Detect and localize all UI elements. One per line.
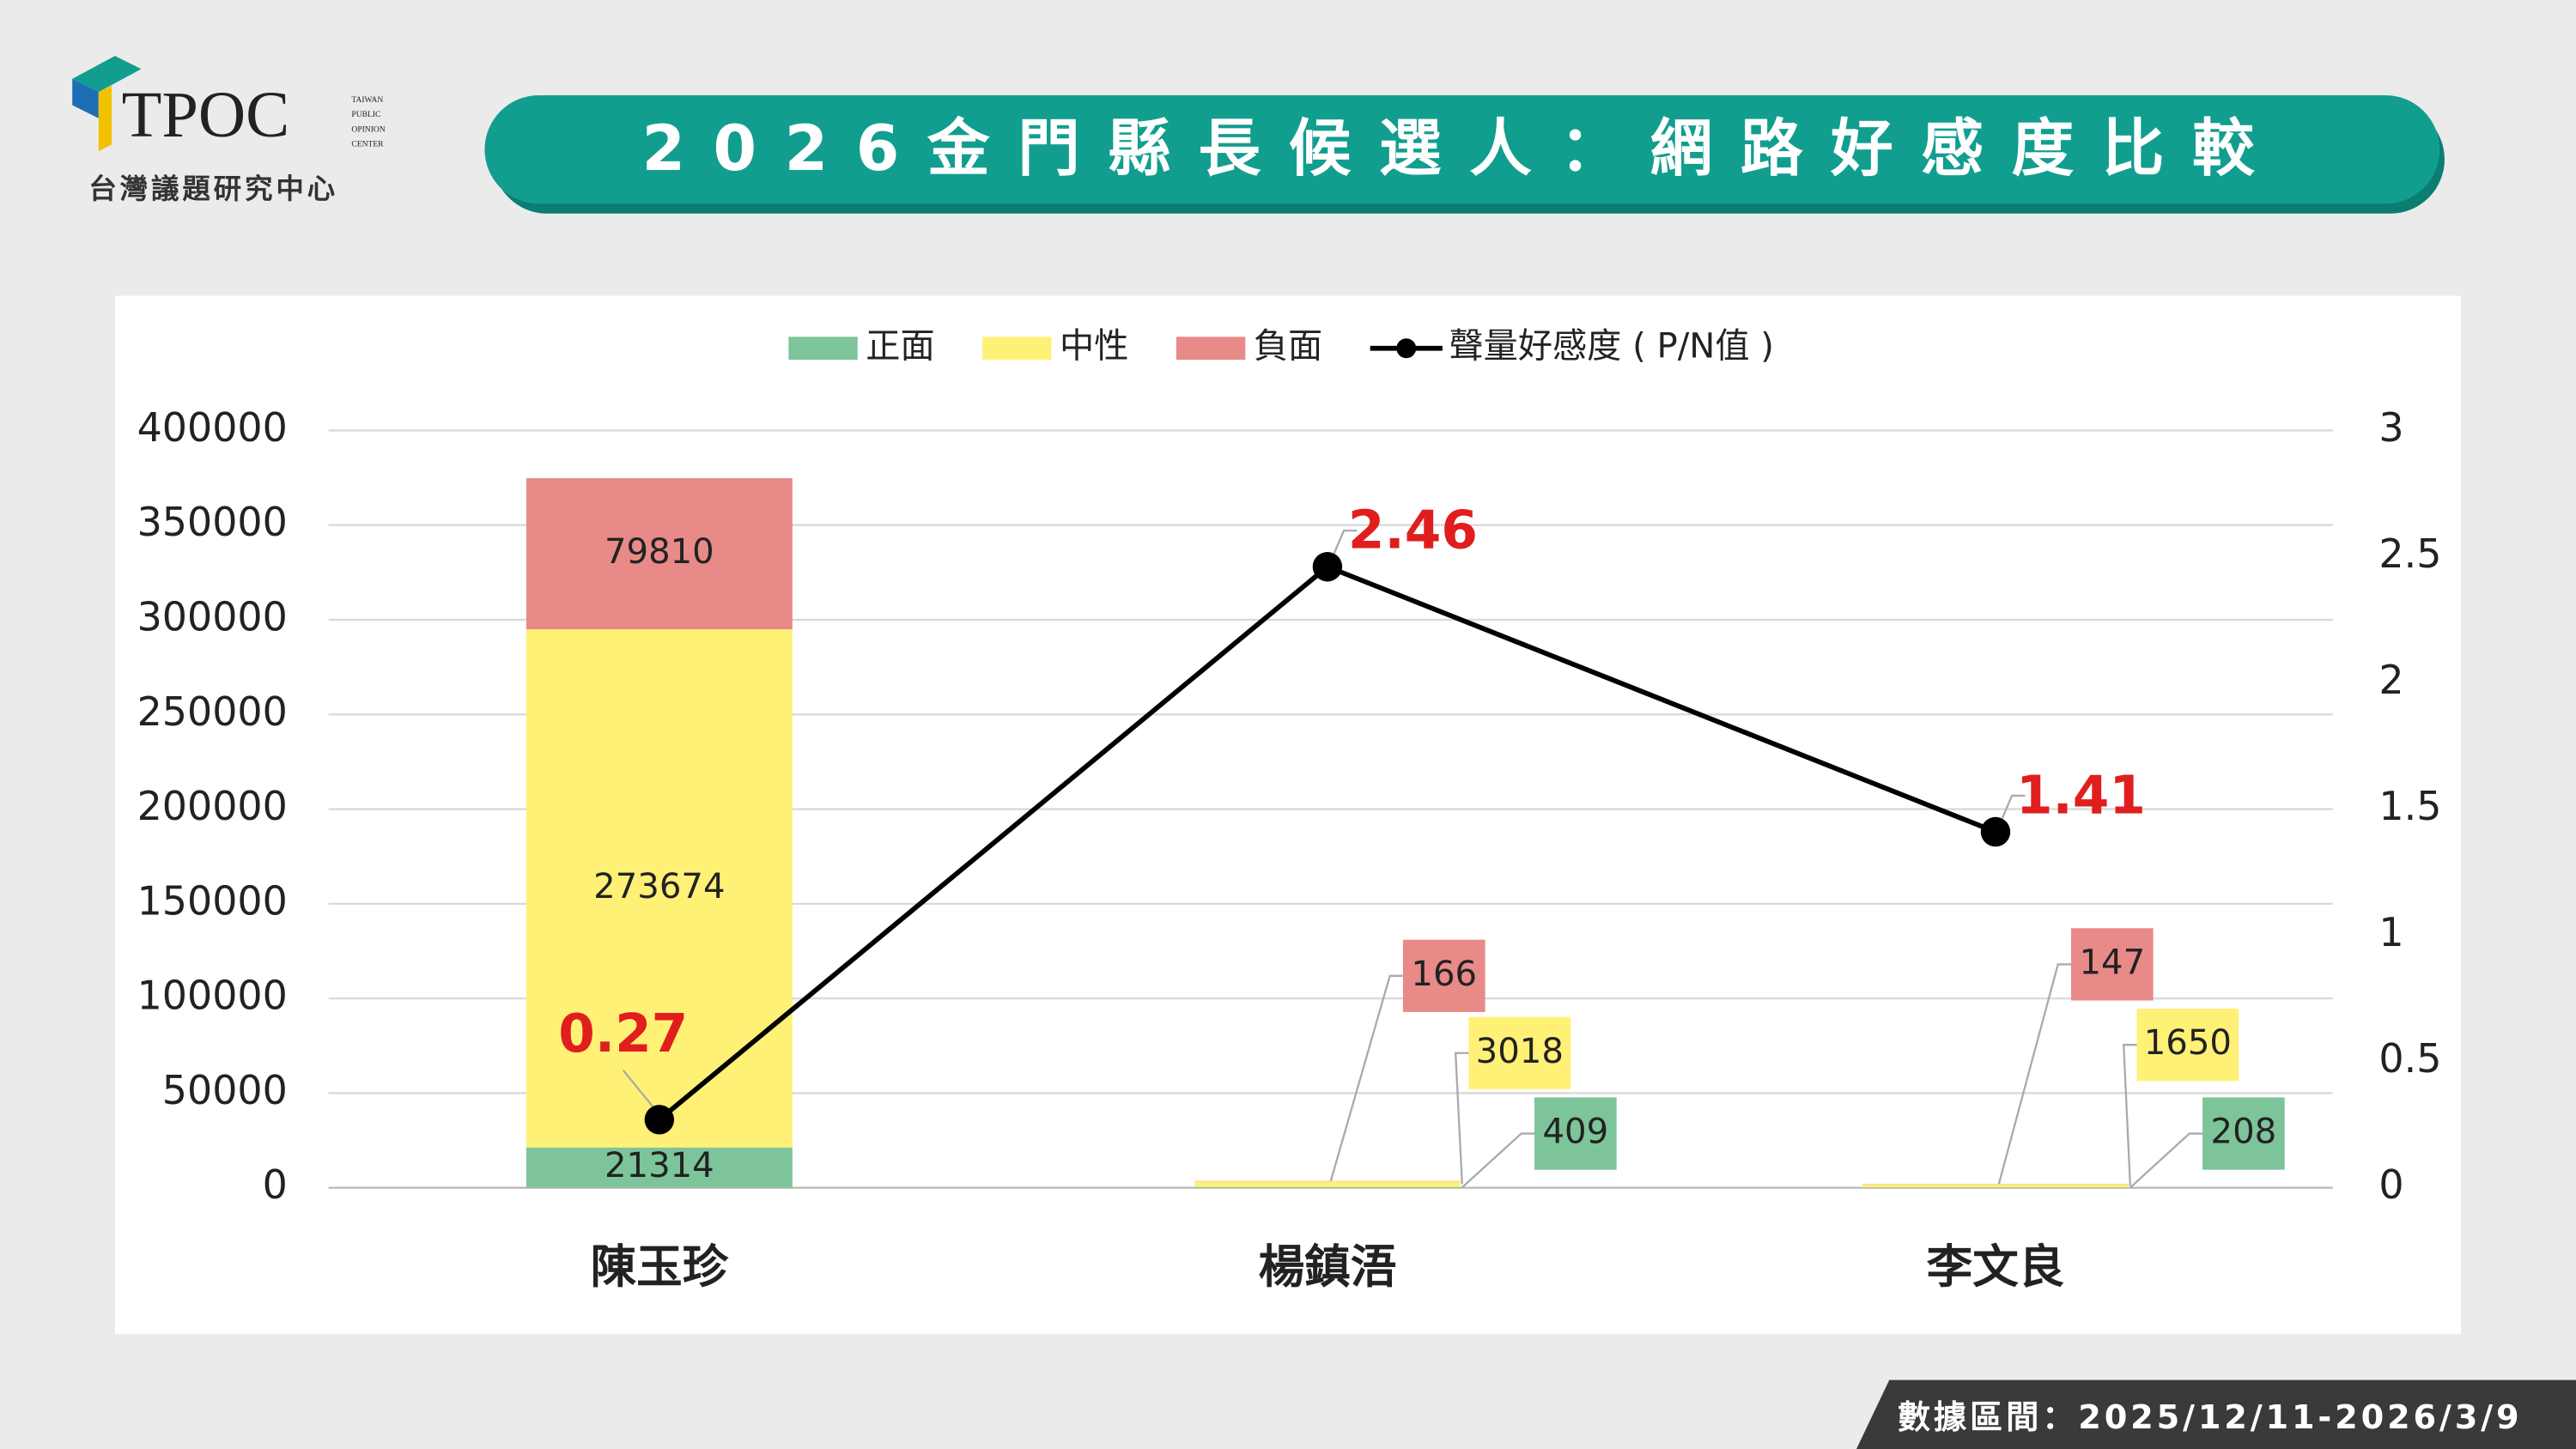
y-tick-label: 400000 <box>137 404 288 451</box>
logo-org: 台灣議題研究中心 <box>88 173 338 205</box>
value-label: 79810 <box>605 532 714 572</box>
y2-tick-label: 1.5 <box>2379 783 2441 829</box>
legend-label: 負面 <box>1254 327 1322 367</box>
bar-segment <box>1194 1186 1461 1188</box>
legend-swatch <box>788 336 858 361</box>
chart-title: 2026金門縣長候選人：網路好感度比較 <box>641 113 2282 185</box>
line-value-label: 0.27 <box>558 1003 688 1064</box>
legend-swatch <box>1176 336 1246 361</box>
callout-line <box>1454 1052 1469 1185</box>
bar-segment <box>526 1147 793 1188</box>
y-tick-label: 350000 <box>137 499 288 545</box>
y-tick-label: 300000 <box>137 593 288 640</box>
value-label: 208 <box>2211 1113 2277 1152</box>
label-leader <box>1333 529 1358 555</box>
plot: 0 50000 100000 150000 200000 250000 300000 3500… <box>137 327 2442 1294</box>
footer-bar <box>1856 1379 2576 1449</box>
y-tick-label: 150000 <box>137 877 288 924</box>
y-tick-label: 250000 <box>137 688 288 735</box>
value-label: 273674 <box>593 867 725 906</box>
legend-label: 聲量好感度 ( P/N值 ) <box>1449 327 1774 367</box>
bar-segment <box>526 478 793 630</box>
legend-label: 正面 <box>866 327 934 367</box>
line-value-label: 2.46 <box>1348 500 1478 561</box>
callout-line <box>1997 963 2071 1185</box>
callout-line <box>2123 1044 2137 1186</box>
callout-box <box>2070 928 2154 1001</box>
x-tick-label: 李文良 <box>1927 1240 2065 1294</box>
line-point <box>644 1105 675 1135</box>
value-label: 1650 <box>2144 1023 2232 1063</box>
label-leader <box>622 1070 654 1107</box>
value-label: 409 <box>1542 1113 1608 1152</box>
callout-line <box>2129 1132 2203 1189</box>
callout-box <box>1402 939 1485 1012</box>
x-tick-label: 陳玉珍 <box>591 1240 730 1294</box>
legend-swatch <box>982 336 1052 361</box>
chart-panel <box>114 295 2462 1335</box>
banner <box>484 95 2440 204</box>
line-value-label: 1.41 <box>2016 765 2146 826</box>
logo-en: OPINION <box>351 124 385 134</box>
legend-marker <box>1396 338 1417 359</box>
label-leader <box>2001 794 2026 820</box>
y-tick-label: 50000 <box>162 1067 288 1113</box>
y-tick-label: 200000 <box>137 783 288 829</box>
callout-line <box>1461 1132 1534 1189</box>
value-label: 21314 <box>605 1146 714 1185</box>
callout-box <box>2136 1009 2239 1082</box>
x-tick-label: 楊鎮浯 <box>1259 1240 1397 1294</box>
legend-label: 中性 <box>1060 327 1128 367</box>
callout-line <box>1329 974 1403 1182</box>
y2-tick-label: 2.5 <box>2379 530 2441 577</box>
value-label: 166 <box>1411 955 1477 994</box>
line-point <box>1980 816 2011 847</box>
callout-box <box>1468 1016 1571 1089</box>
y2-tick-label: 0.5 <box>2379 1035 2441 1082</box>
y2-tick-label: 0 <box>2379 1161 2403 1208</box>
logo-en: PUBLIC <box>351 110 380 119</box>
value-label: 147 <box>2079 943 2145 982</box>
bar-segment <box>1194 1181 1461 1187</box>
y-tick-label: 100000 <box>137 973 288 1019</box>
y-tick-label: 0 <box>263 1161 288 1208</box>
logo-en: TAIWAN <box>351 95 383 105</box>
logo-text: TPOC <box>122 78 290 151</box>
bar-segment <box>526 629 793 1148</box>
logo-en: CENTER <box>351 140 384 149</box>
bar-segment <box>1862 1184 2129 1188</box>
y2-tick-label: 3 <box>2379 404 2403 451</box>
callout-box <box>2202 1097 2285 1170</box>
date-range: 數據區間：2025/12/11-2026/3/9 <box>1898 1398 2523 1437</box>
y2-tick-label: 2 <box>2379 657 2403 703</box>
callout-box <box>1534 1097 1617 1170</box>
y2-tick-label: 1 <box>2379 909 2403 955</box>
line-point <box>1312 552 1343 582</box>
value-label: 3018 <box>1476 1032 1564 1071</box>
